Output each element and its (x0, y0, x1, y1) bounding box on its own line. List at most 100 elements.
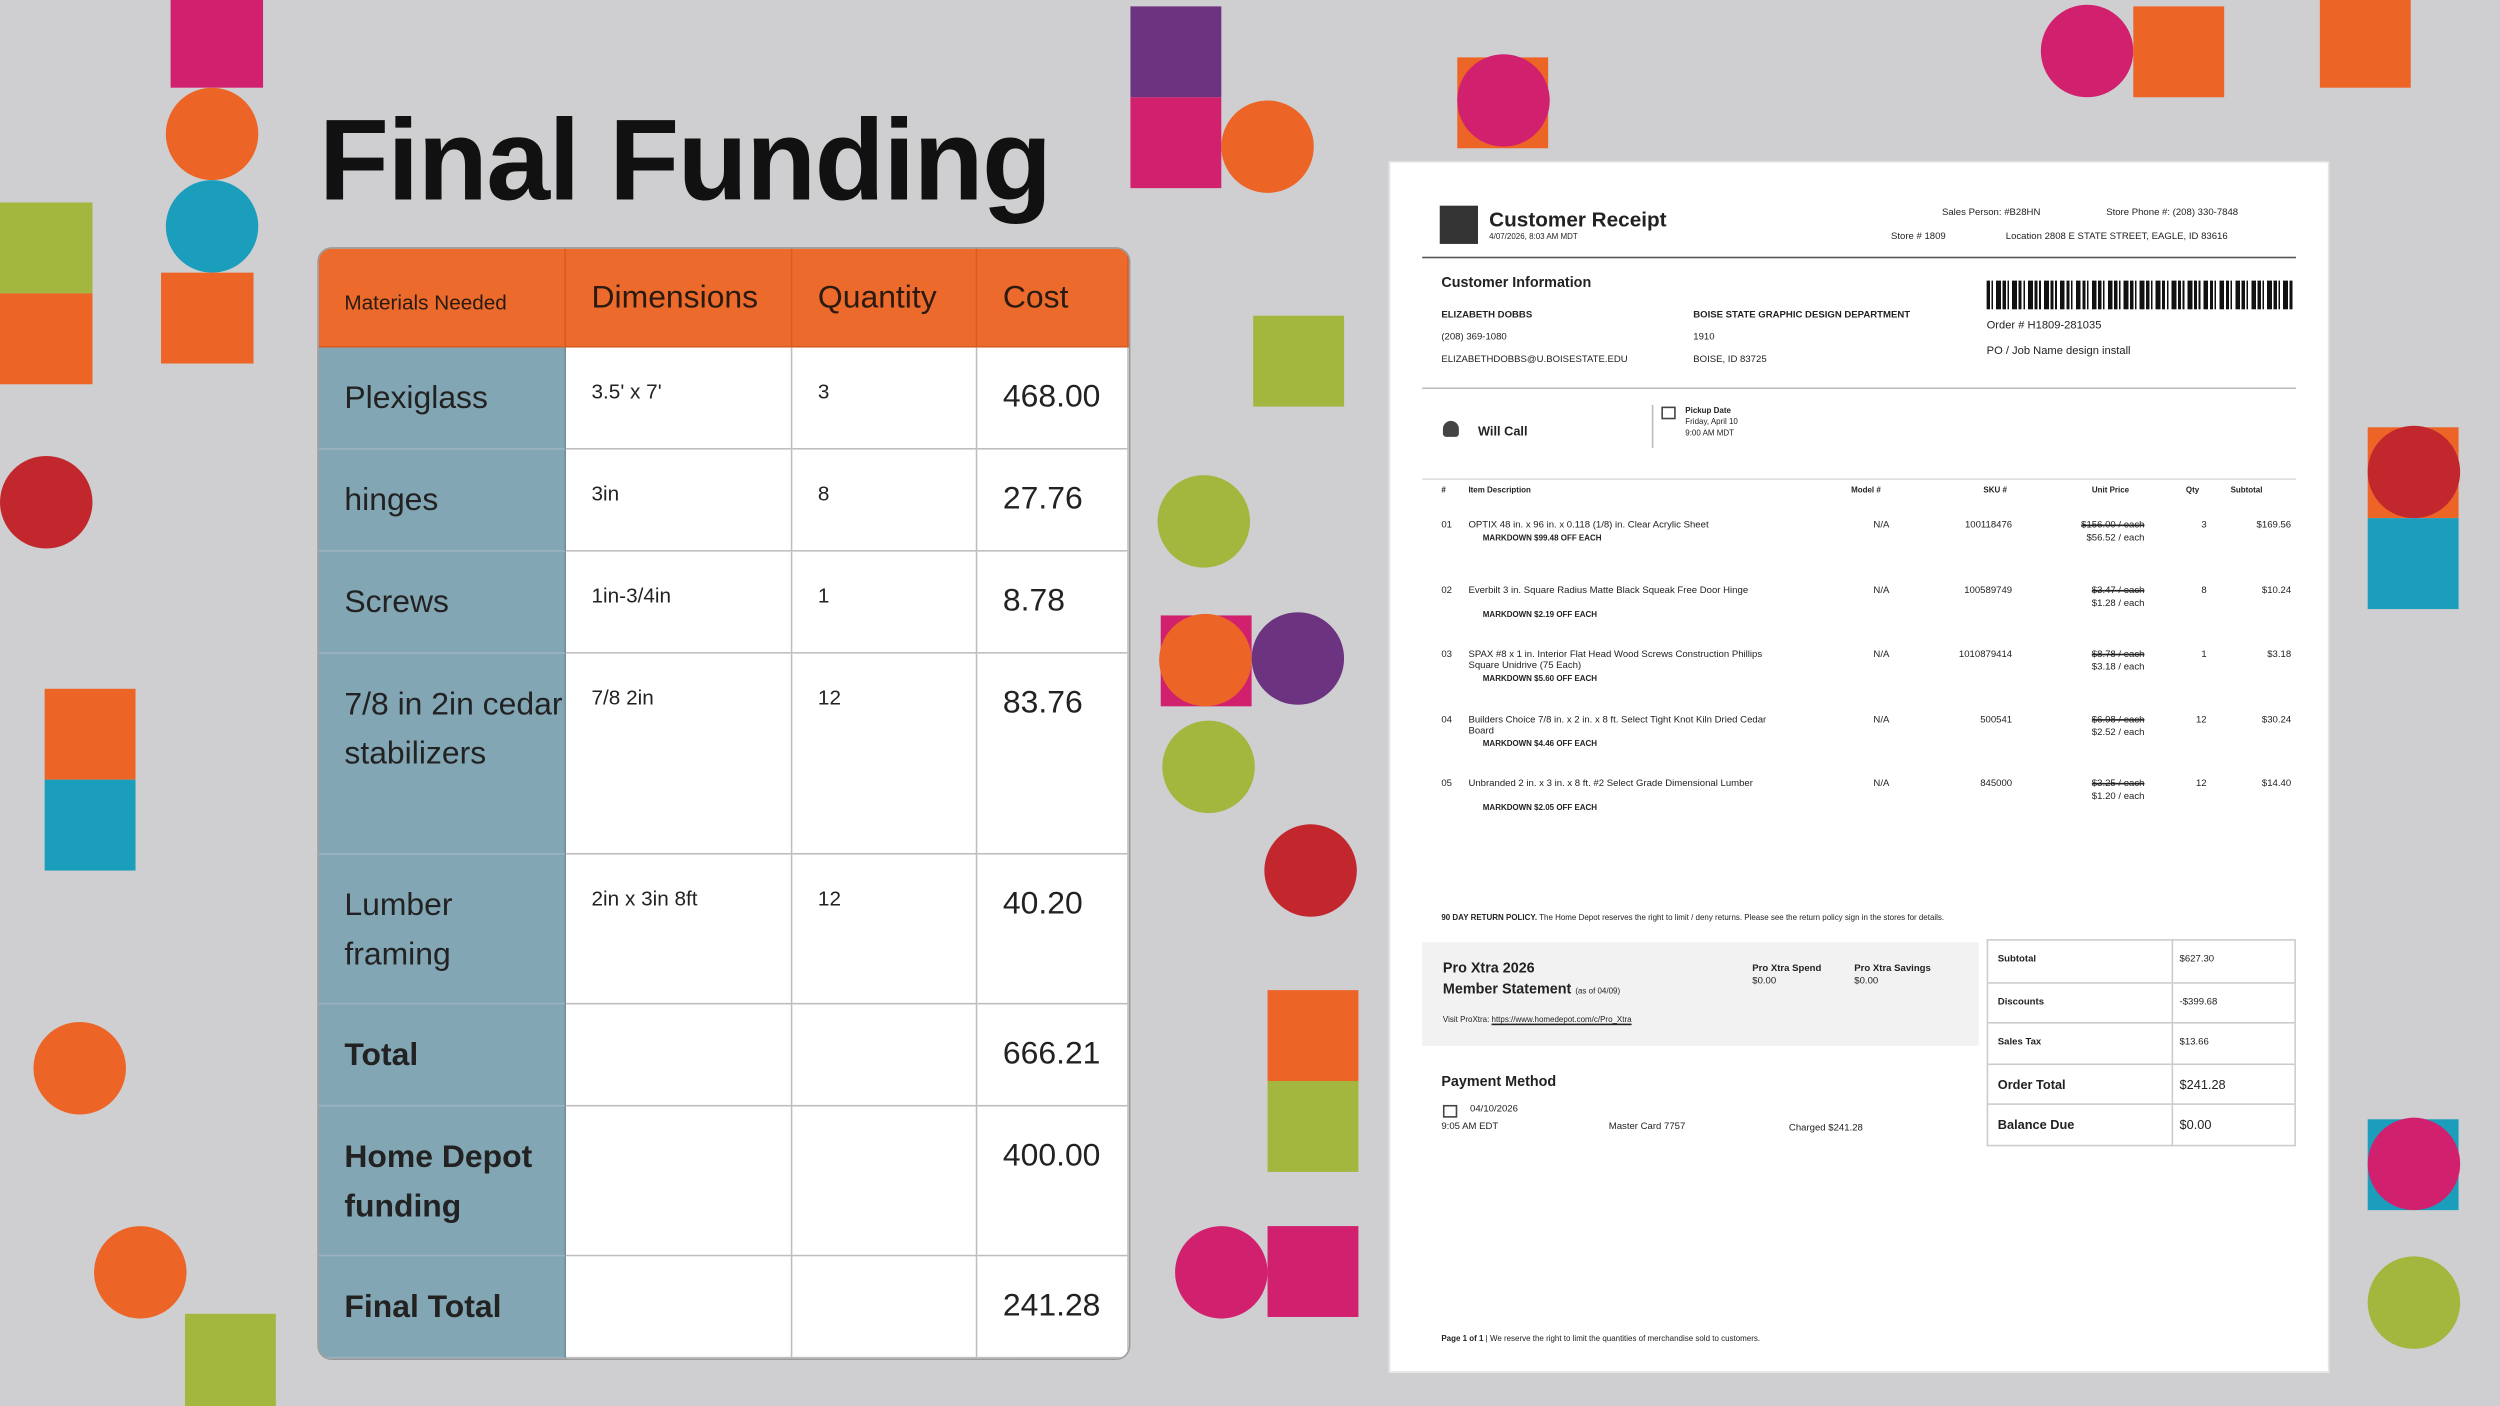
totals-divider (2171, 1064, 2174, 1106)
will-call: Will Call (1478, 424, 1528, 439)
column-header: Unit Price (2091, 486, 2130, 496)
customer-heading: Customer Information (1441, 274, 1592, 291)
store-number: Store # 1809 (1890, 232, 1946, 243)
shape (1251, 612, 1345, 705)
table-cell (566, 1004, 793, 1107)
receipt-heading: Customer Receipt (1489, 207, 1667, 232)
customer-email: ELIZABETHDOBBS@U.BOISESTATE.EDU (1441, 355, 1628, 366)
store-logo (1439, 205, 1479, 244)
shape (2040, 4, 2134, 98)
will-call-icon (1442, 420, 1459, 437)
item-unit-price: $1.28 / each (2091, 598, 2145, 609)
pro-xtra-statement: Member Statement (as of 04/09) (1443, 981, 1620, 1002)
table-row: Lumber framing 2in x 3in 8ft 12 40.20 (318, 854, 1129, 1005)
item-unit-price: $56.52 / each (2086, 534, 2145, 544)
table-row: Plexiglass 3.5' x 7' 3 468.00 (318, 347, 1129, 450)
totals-value: -$399.68 (2179, 997, 2218, 1008)
receipt-date: 4/07/2026, 8:03 AM MDT (1489, 232, 1578, 243)
table-cell: 12 (792, 854, 978, 1005)
sales-person: Sales Person: #B28HN (1941, 208, 2041, 219)
shape (0, 202, 93, 294)
shape (1253, 315, 1345, 407)
shape (94, 1226, 187, 1319)
item-description: OPTIX 48 in. x 96 in. x 0.118 (1/8) in. … (1468, 521, 1709, 531)
return-policy-text: The Home Depot reserves the right to lim… (1539, 913, 1945, 924)
item-sku: 100118476 (1964, 521, 2013, 531)
organization-address: 1910 (1693, 333, 1715, 343)
column-header: Item Description (1468, 486, 1531, 496)
item-sku: 845000 (1980, 780, 2013, 790)
shape (184, 1313, 276, 1406)
shape (1267, 1226, 1359, 1317)
table-row: Final Total 241.28 (318, 1256, 1129, 1359)
item-markdown: MARKDOWN $2.05 OFF EACH (1482, 804, 1598, 814)
table-cell: 468.00 (977, 347, 1129, 450)
table-cell: 40.20 (977, 854, 1129, 1005)
pickup-day: Friday, April 10 (1685, 417, 1738, 428)
table-cell: Home Depot funding (318, 1106, 567, 1257)
table-row: 7/8 in 2in cedar stabilizers 7/8 2in 12 83.… (318, 653, 1129, 855)
item-model: N/A (1873, 650, 1890, 661)
item-subtotal: $3.18 (2267, 650, 2292, 661)
shape (1267, 1081, 1359, 1172)
order-number: Order # H1809-281035 (1986, 320, 2102, 332)
item-was-price: $6.98 / each (2091, 715, 2145, 726)
item-number: 03 (1441, 650, 1453, 661)
shape (1175, 1226, 1268, 1319)
item-qty: 1 (2201, 650, 2207, 661)
totals-row: Discounts -$399.68 (1988, 981, 2295, 1024)
header-cell: Cost (977, 248, 1129, 348)
pro-xtra-link[interactable]: https://www.homedepot.com/c/Pro_Xtra (1491, 1015, 1632, 1026)
table-cell: Plexiglass (318, 347, 567, 450)
calendar-icon (1442, 1104, 1458, 1118)
po-job-name: PO / Job Name design install (1986, 345, 2131, 358)
table-cell: Lumber framing (318, 854, 567, 1005)
shape (44, 688, 136, 780)
store-location: Location 2808 E STATE STREET, EAGLE, ID … (2005, 232, 2228, 243)
totals-value: $13.66 (2179, 1038, 2209, 1048)
table-cell (566, 1106, 793, 1257)
item-model: N/A (1873, 586, 1890, 596)
shape (165, 87, 259, 181)
table-cell: 7/8 in 2in cedar stabilizers (318, 653, 567, 855)
item-qty: 12 (2195, 780, 2207, 790)
totals-row: Order Total $241.28 (1988, 1063, 2295, 1106)
table-row: hinges 3in 8 27.76 (318, 449, 1129, 552)
shape (2133, 6, 2225, 98)
shape (1162, 720, 1255, 814)
divider (1651, 404, 1654, 449)
header-cell: Dimensions (566, 248, 793, 348)
totals-label: Subtotal (1997, 955, 2037, 965)
pickup-time: 9:00 AM MDT (1685, 428, 1735, 439)
shape (1457, 54, 1550, 147)
shape (2367, 1117, 2461, 1211)
totals-label: Balance Due (1997, 1118, 2075, 1133)
organization-city: BOISE, ID 83725 (1693, 355, 1767, 366)
shape (2319, 0, 2411, 88)
column-header: Model # (1851, 486, 1881, 496)
item-was-price: $8.78 / each (2091, 650, 2145, 661)
receipt: Customer Receipt 4/07/2026, 8:03 AM MDT … (1388, 161, 2330, 1373)
item-number: 05 (1441, 780, 1453, 790)
shape (1267, 990, 1359, 1082)
item-subtotal: $14.40 (2261, 780, 2292, 790)
table-cell: hinges (318, 449, 567, 552)
item-model: N/A (1873, 780, 1890, 790)
funding-table: Materials Needed Dimensions Quantity Cost Pl… (318, 248, 1129, 1359)
table-cell: 7/8 2in (566, 653, 793, 855)
slide-title: Final Funding (318, 97, 1052, 225)
column-header: Subtotal (2230, 486, 2263, 496)
item-description: Builders Choice 7/8 in. x 2 in. x 8 ft. … (1468, 715, 1767, 737)
item-number: 02 (1441, 586, 1453, 596)
totals-divider (2171, 940, 2174, 982)
shape (161, 272, 254, 364)
totals-row: Balance Due $0.00 (1988, 1103, 2295, 1147)
payment-date: 04/10/2026 (1470, 1104, 1518, 1115)
organization-name: BOISE STATE GRAPHIC DESIGN DEPARTMENT (1693, 310, 1911, 321)
barcode (1986, 280, 2293, 310)
shape (2367, 425, 2461, 519)
totals-label: Discounts (1997, 997, 2045, 1008)
shape (165, 180, 259, 273)
totals-table: Subtotal $627.30 Discounts -$399.68 Sales Ta… (1986, 939, 2296, 1147)
table-row: Total 666.21 (318, 1004, 1129, 1107)
